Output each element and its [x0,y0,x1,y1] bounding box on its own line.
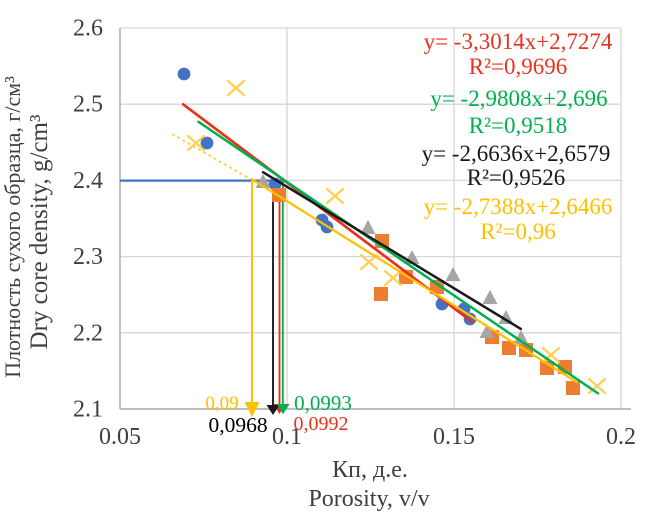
svg-text:0,0968: 0,0968 [208,413,267,437]
svg-text:Porosity, v/v: Porosity, v/v [308,486,429,512]
svg-text:0,09: 0,09 [205,393,238,414]
svg-text:y= -2,6636x+2,6579: y= -2,6636x+2,6579 [422,141,611,166]
svg-text:y= -3,3014x+2,7274: y= -3,3014x+2,7274 [424,29,613,54]
svg-text:0.1: 0.1 [272,424,302,450]
svg-text:y= -2,7388x+2,6466: y= -2,7388x+2,6466 [424,194,613,219]
svg-text:2.3: 2.3 [73,244,103,270]
svg-text:R²=0,9696: R²=0,9696 [469,54,567,79]
svg-text:R²=0,96: R²=0,96 [480,219,555,244]
svg-text:2.2: 2.2 [73,320,103,346]
svg-text:0,0992: 0,0992 [294,413,349,435]
svg-text:0.2: 0.2 [606,424,636,450]
svg-text:R²=0,9518: R²=0,9518 [469,113,567,138]
svg-text:R²=0,9526: R²=0,9526 [467,165,565,190]
svg-text:2.6: 2.6 [73,16,103,42]
svg-text:0.15: 0.15 [433,424,475,450]
svg-text:0,0993: 0,0993 [294,391,352,415]
svg-text:2.5: 2.5 [73,92,103,118]
svg-text:y= -2,9808x+2,696: y= -2,9808x+2,696 [430,86,607,111]
svg-text:2.4: 2.4 [73,168,103,194]
svg-text:Плотность сухого образца, г/см: Плотность сухого образца, г/см³ [0,76,25,378]
svg-text:0.05: 0.05 [99,424,141,450]
svg-text:Dry core density, g/cm³: Dry core density, g/cm³ [26,114,53,349]
svg-text:Кп, д.е.: Кп, д.е. [332,457,408,483]
svg-text:2.1: 2.1 [73,397,103,423]
